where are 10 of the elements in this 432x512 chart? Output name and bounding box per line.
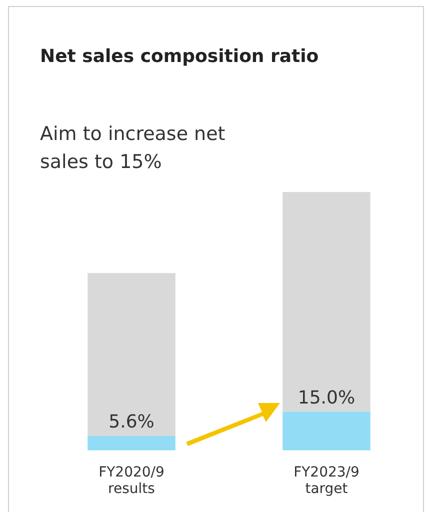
data-label: 5.6% [108,412,154,433]
bar [88,273,176,436]
data-label: 15.0% [298,387,356,408]
x-tick-label: FY2020/9 results [98,464,164,498]
x-tick-label: FY2023/9 target [294,464,360,498]
bar [282,412,370,450]
chart-title: Net sales composition ratio [40,46,319,67]
chart-subtitle: Aim to increase net sales to 15% [40,122,226,175]
bar [282,192,370,412]
bar [88,436,176,450]
